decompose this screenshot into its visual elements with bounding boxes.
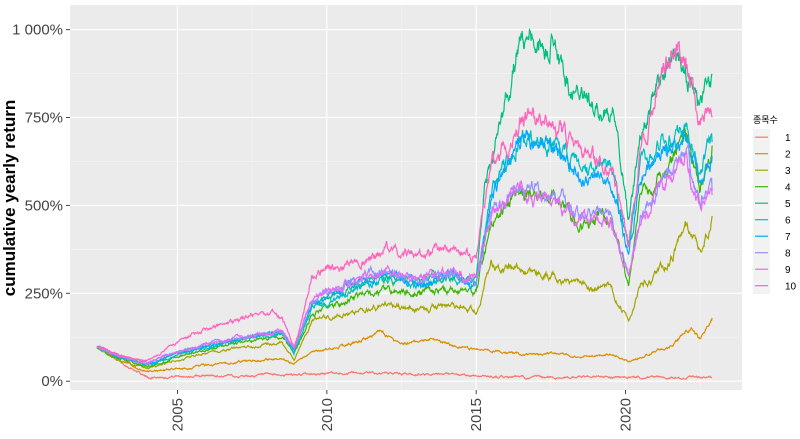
y-tick-label: 500% xyxy=(25,197,63,214)
y-tick-label: 250% xyxy=(25,285,63,302)
legend-label-6: 6 xyxy=(785,216,791,227)
legend-label-3: 3 xyxy=(785,166,791,177)
series-line-2 xyxy=(96,317,713,373)
legend: 종목수 1 2 3 4 5 6 7 8 9 10 xyxy=(753,115,797,294)
series-lines xyxy=(96,27,713,381)
legend-label-2: 2 xyxy=(785,150,791,161)
legend-label-4: 4 xyxy=(785,183,791,194)
series-line-10 xyxy=(96,40,713,362)
legend-label-9: 9 xyxy=(785,265,791,276)
legend-title: 종목수 xyxy=(753,115,778,126)
y-tick-label: 1 000% xyxy=(12,22,63,39)
axes: 0% 250% 500% 750% 1 000% 2005 2010 2015 2020 xyxy=(12,22,634,432)
legend-label-10: 10 xyxy=(785,282,797,293)
x-tick-label: 2010 xyxy=(319,398,336,431)
x-tick-label: 2020 xyxy=(618,398,635,431)
x-tick-label: 2015 xyxy=(468,398,485,431)
y-tick-label: 0% xyxy=(41,373,63,390)
y-tick-label: 750% xyxy=(25,110,63,127)
legend-label-1: 1 xyxy=(785,133,791,144)
x-tick-label: 2005 xyxy=(170,398,187,431)
y-axis-title: cumulative yearly return xyxy=(0,100,19,297)
series-line-9 xyxy=(96,150,713,366)
series-line-1 xyxy=(96,346,713,381)
legend-label-7: 7 xyxy=(785,232,791,243)
legend-label-8: 8 xyxy=(785,249,791,260)
series-line-3 xyxy=(96,215,713,370)
legend-label-5: 5 xyxy=(785,199,791,210)
plot-panel xyxy=(70,5,742,390)
